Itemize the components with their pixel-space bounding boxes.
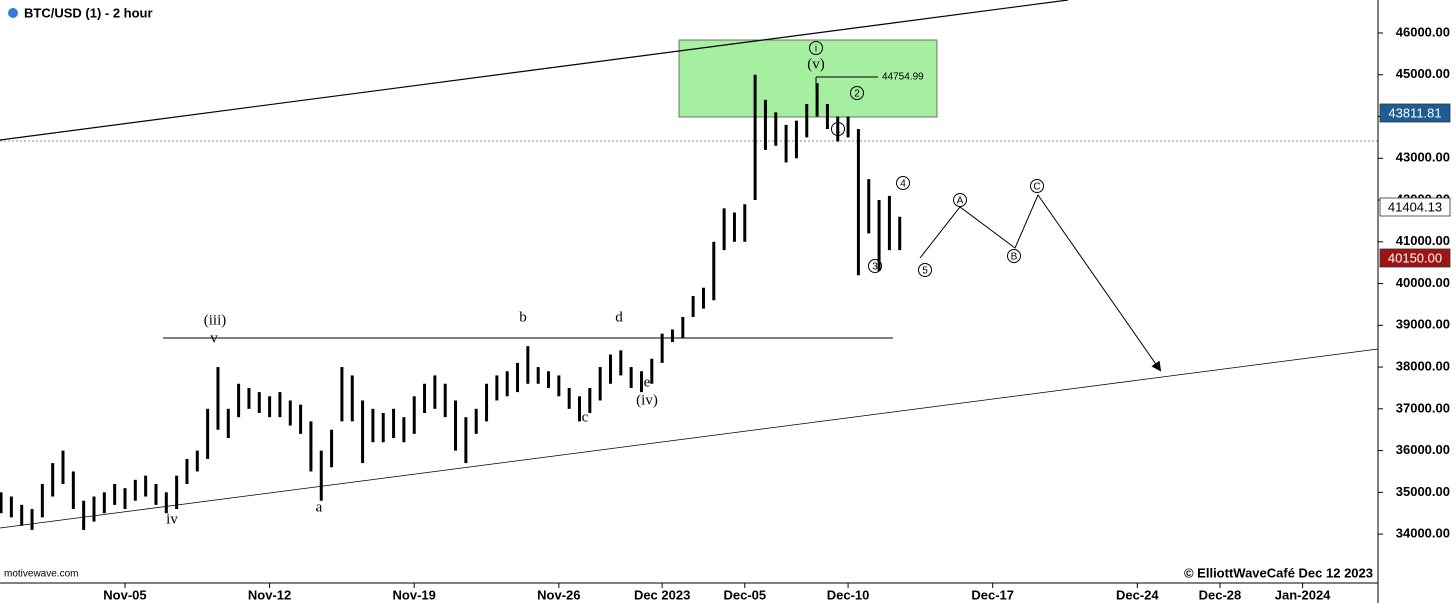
wave-label: 4 bbox=[900, 179, 906, 190]
source: motivewave.com bbox=[4, 569, 78, 580]
x-tick-label: Dec-05 bbox=[723, 587, 766, 602]
y-tick-label: 46000.00 bbox=[1396, 24, 1450, 39]
chart-title: BTC/USD (1) - 2 hour bbox=[24, 5, 153, 20]
y-tick-label: 40000.00 bbox=[1396, 275, 1450, 290]
x-tick-label: Nov-05 bbox=[103, 587, 146, 602]
wave-label: a bbox=[316, 499, 323, 515]
wave-label: i bbox=[815, 44, 817, 55]
wave-label: b bbox=[519, 309, 527, 325]
wave-label: 2 bbox=[854, 89, 860, 100]
wave-circle bbox=[953, 193, 967, 207]
y-tick-label: 36000.00 bbox=[1396, 442, 1450, 457]
wave-label: 5 bbox=[922, 266, 928, 277]
price-label: 40150.00 bbox=[1388, 250, 1442, 265]
price-label-box bbox=[1379, 103, 1451, 123]
wave-label: v bbox=[210, 330, 218, 346]
wave-circle bbox=[1030, 179, 1044, 193]
wave-label: C bbox=[1033, 182, 1040, 193]
wave-label: d bbox=[615, 309, 623, 325]
y-tick-label: 39000.00 bbox=[1396, 317, 1450, 332]
y-tick-label: 38000.00 bbox=[1396, 358, 1450, 373]
wave-label: c bbox=[582, 409, 589, 425]
x-tick-label: Jan-2024 bbox=[1275, 587, 1331, 602]
x-tick-label: Dec-17 bbox=[971, 587, 1014, 602]
y-tick-label: 37000.00 bbox=[1396, 400, 1450, 415]
x-tick-label: Nov-19 bbox=[393, 587, 436, 602]
x-tick-label: Dec 2023 bbox=[634, 587, 690, 602]
wave-circle bbox=[831, 122, 845, 136]
x-tick-label: Nov-12 bbox=[248, 587, 291, 602]
level-label: 44754.99 bbox=[882, 72, 924, 83]
x-tick-label: Dec-10 bbox=[827, 587, 870, 602]
wave-circle bbox=[868, 259, 882, 273]
wave-label: B bbox=[1011, 252, 1018, 263]
x-tick-label: Nov-26 bbox=[537, 587, 580, 602]
wave-circle bbox=[809, 41, 823, 55]
price-label: 41404.13 bbox=[1388, 199, 1442, 214]
y-tick-label: 43000.00 bbox=[1396, 150, 1450, 165]
price-label-box bbox=[1379, 248, 1451, 268]
lower-trend-line bbox=[0, 348, 1379, 529]
wave-label: A bbox=[957, 196, 964, 207]
wave-label: (v) bbox=[807, 56, 825, 72]
price-label-box bbox=[1379, 197, 1451, 217]
wave-label: iv bbox=[166, 511, 178, 527]
x-tick-label: Dec-28 bbox=[1199, 587, 1242, 602]
y-tick-label: 45000.00 bbox=[1396, 66, 1450, 81]
x-tick-label: Dec-24 bbox=[1116, 587, 1159, 602]
wave-circle bbox=[896, 176, 910, 190]
wave-label: (iii) bbox=[204, 312, 227, 328]
upper-trend-line bbox=[0, 0, 1069, 141]
wave-label: (iv) bbox=[636, 392, 658, 408]
series-dot bbox=[8, 8, 18, 18]
wave-label: e bbox=[644, 374, 651, 390]
wave-label: 3 bbox=[872, 262, 878, 273]
credit: © ElliottWaveCafé Dec 12 2023 bbox=[1184, 565, 1373, 580]
price-label: 43811.81 bbox=[1388, 105, 1441, 120]
wave-circle bbox=[1007, 249, 1021, 263]
wave-circle bbox=[850, 86, 864, 100]
y-tick-label: 34000.00 bbox=[1396, 526, 1450, 541]
projection-path bbox=[919, 193, 1162, 372]
y-tick-label: 41000.00 bbox=[1396, 233, 1450, 248]
y-tick-label: 35000.00 bbox=[1396, 484, 1450, 499]
wave-circle bbox=[918, 263, 932, 277]
wave-label: 1 bbox=[835, 125, 841, 136]
